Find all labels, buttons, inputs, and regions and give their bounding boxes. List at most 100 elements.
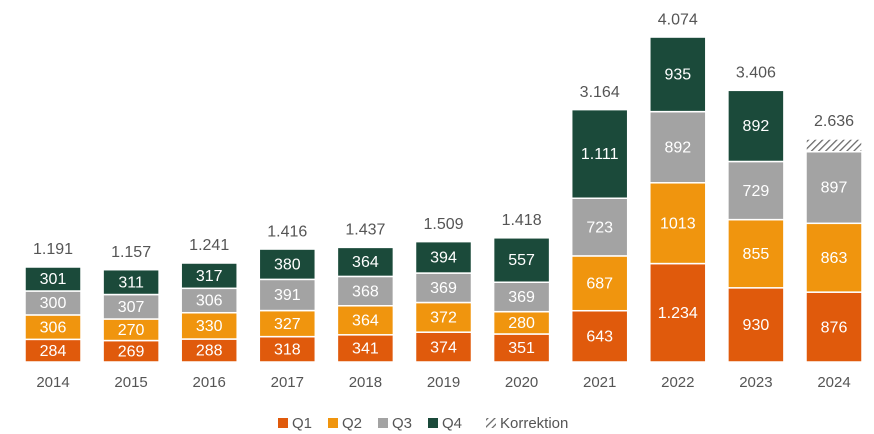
bar-segment xyxy=(570,309,629,363)
segment-label: 280 xyxy=(508,315,535,332)
segment-label: 935 xyxy=(664,67,691,84)
segment-label: 391 xyxy=(274,287,301,304)
bar-segment xyxy=(336,305,395,336)
x-tick-label: 2015 xyxy=(114,374,147,391)
segment-label: 1.234 xyxy=(658,305,698,322)
segment-label: 557 xyxy=(508,252,535,269)
segment-label: 930 xyxy=(743,317,770,334)
segment-label: 318 xyxy=(274,342,301,359)
legend-label: Q2 xyxy=(342,415,362,432)
bar-segment xyxy=(180,262,238,290)
total-label: 2.636 xyxy=(814,113,854,130)
x-tick-label: 2022 xyxy=(661,374,694,391)
bar-segment xyxy=(24,266,82,292)
segment-label: 351 xyxy=(508,340,535,357)
bar-segment xyxy=(805,138,863,153)
bar-segment xyxy=(727,218,785,289)
segment-label: 269 xyxy=(118,343,145,360)
segment-label: 341 xyxy=(352,341,379,358)
total-label: 1.157 xyxy=(111,244,151,261)
bar-segment xyxy=(180,311,238,340)
x-tick-label: 2019 xyxy=(427,374,460,391)
segment-label: 729 xyxy=(743,183,770,200)
bar-segment xyxy=(414,272,473,304)
legend-label: Q1 xyxy=(292,415,312,432)
segment-label: 855 xyxy=(743,246,770,263)
total-label: 1.437 xyxy=(345,222,385,239)
bar-segment xyxy=(180,287,238,314)
bar-segment xyxy=(492,333,551,363)
total-label: 1.418 xyxy=(502,212,542,229)
segment-label: 892 xyxy=(743,118,770,135)
total-label: 1.509 xyxy=(423,216,463,233)
segment-label: 1013 xyxy=(660,215,696,232)
segment-label: 394 xyxy=(430,250,457,267)
segment-label: 687 xyxy=(586,276,613,293)
bar-segment xyxy=(649,262,707,363)
segment-label: 317 xyxy=(196,268,223,285)
total-label: 1.416 xyxy=(267,223,307,240)
segment-label: 270 xyxy=(118,322,145,339)
bar-segment xyxy=(102,268,160,296)
segment-label: 307 xyxy=(118,299,145,316)
bar-segment xyxy=(492,237,551,283)
segment-label: 284 xyxy=(40,343,67,360)
bar-segment xyxy=(805,222,863,293)
segment-label: 311 xyxy=(118,274,144,291)
total-label: 3.406 xyxy=(736,65,776,82)
segment-label: 364 xyxy=(352,313,379,330)
bar-segment xyxy=(24,314,82,341)
x-tick-label: 2023 xyxy=(739,374,772,391)
x-tick-label: 2016 xyxy=(193,374,226,391)
legend-swatch xyxy=(378,418,388,428)
bar-segment xyxy=(258,248,317,281)
segment-label: 723 xyxy=(586,219,613,236)
segment-label: 301 xyxy=(40,271,67,288)
bar-segment xyxy=(414,240,473,274)
bar-segment xyxy=(649,182,707,265)
segment-label: 364 xyxy=(352,254,379,271)
segment-label: 306 xyxy=(40,319,67,336)
segment-label: 897 xyxy=(821,180,848,197)
bar-segment xyxy=(649,36,707,113)
x-tick-label: 2018 xyxy=(349,374,382,391)
bar-segment xyxy=(727,160,785,221)
legend-label: Q4 xyxy=(442,415,462,432)
segment-label: 643 xyxy=(586,329,613,346)
segment-label: 369 xyxy=(508,289,535,306)
segment-label: 876 xyxy=(821,319,848,336)
bar-segment xyxy=(258,335,317,363)
legend-label: Q3 xyxy=(392,415,412,432)
bar-segment xyxy=(570,255,629,312)
bar-segment xyxy=(649,110,707,184)
legend-swatch xyxy=(486,418,496,428)
bar-segment xyxy=(258,278,317,312)
x-tick-label: 2024 xyxy=(817,374,850,391)
x-tick-label: 2021 xyxy=(583,374,616,391)
total-label: 1.241 xyxy=(189,237,229,254)
bar-segment xyxy=(727,287,785,363)
segment-label: 374 xyxy=(430,339,457,356)
segment-label: 892 xyxy=(664,139,691,156)
segment-label: 863 xyxy=(821,250,848,267)
bar-segment xyxy=(570,108,629,199)
x-tick-label: 2014 xyxy=(36,374,69,391)
legend-swatch xyxy=(328,418,338,428)
segment-label: 380 xyxy=(274,256,301,273)
bar-segment xyxy=(336,275,395,307)
total-label: 4.074 xyxy=(658,11,698,28)
segment-label: 327 xyxy=(274,316,301,333)
segment-label: 288 xyxy=(196,343,223,360)
segment-label: 300 xyxy=(40,295,67,312)
segment-label: 372 xyxy=(430,310,457,327)
segment-label: 369 xyxy=(430,280,457,297)
bar-segment xyxy=(570,197,629,257)
bar-segment xyxy=(336,246,395,278)
total-label: 1.191 xyxy=(33,241,73,258)
segment-label: 1.111 xyxy=(581,146,619,163)
bar-segment xyxy=(336,334,395,363)
total-label: 3.164 xyxy=(580,84,620,101)
segment-label: 330 xyxy=(196,318,223,335)
legend-swatch xyxy=(278,418,288,428)
